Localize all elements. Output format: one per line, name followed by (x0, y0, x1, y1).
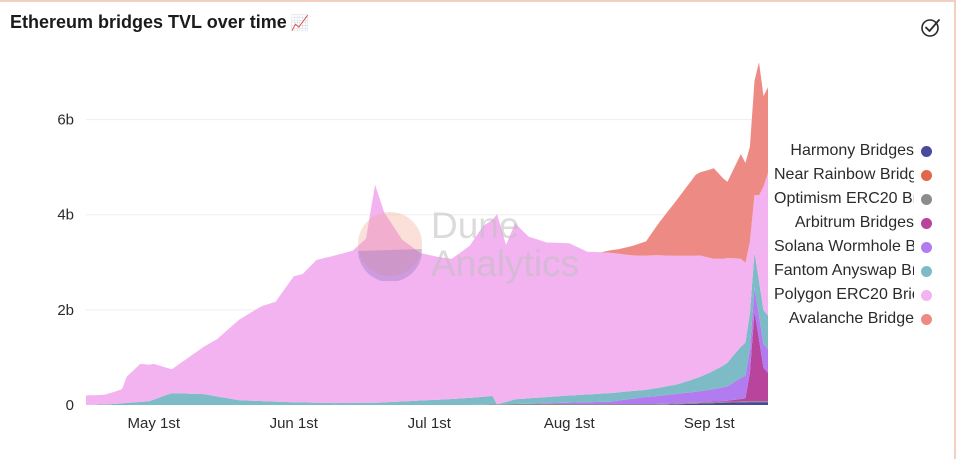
chart-up-emoji: 📈 (290, 15, 310, 32)
legend-label: Near Rainbow Bridge (774, 166, 914, 183)
chart-legend: Harmony Bridges Near Rainbow Bridge Opti… (770, 140, 938, 332)
legend-swatch (921, 218, 932, 229)
legend-item-avalanche[interactable]: Avalanche Bridge (770, 308, 938, 332)
legend-label: Optimism ERC20 Bridge (774, 190, 914, 207)
legend-item-solana[interactable]: Solana Wormhole Bridge (770, 236, 938, 260)
x-tick-label: Aug 1st (544, 415, 596, 432)
legend-label: Harmony Bridges (790, 142, 914, 159)
area-solana-wormhole-bridge (86, 287, 768, 405)
x-tick-label: May 1st (127, 415, 180, 432)
area-fantom-anyswap-bridge (86, 251, 768, 405)
legend-item-harmony[interactable]: Harmony Bridges (770, 140, 938, 164)
legend-item-near[interactable]: Near Rainbow Bridge (770, 164, 938, 188)
y-tick-label: 4b (57, 207, 74, 224)
area-polygon-erc20-bridge (86, 172, 768, 405)
area-series (86, 62, 768, 405)
y-tick-label: 2b (57, 302, 74, 319)
chart-title-text: Ethereum bridges TVL over time (10, 12, 287, 32)
legend-swatch (921, 314, 932, 325)
area-optimism-erc20-bridge (86, 401, 768, 405)
legend-item-optimism[interactable]: Optimism ERC20 Bridge (770, 188, 938, 212)
legend-swatch (921, 194, 932, 205)
legend-swatch (921, 290, 932, 301)
legend-item-fantom[interactable]: Fantom Anyswap Bridge (770, 260, 938, 284)
x-axis: May 1st Jun 1st Jul 1st Aug 1st Sep 1st (127, 415, 735, 432)
legend-label: Avalanche Bridge (788, 310, 914, 327)
check-circle-icon[interactable] (919, 15, 943, 39)
legend-swatch (921, 146, 932, 157)
y-tick-label: 6b (57, 112, 74, 129)
legend-label: Arbitrum Bridges (794, 214, 914, 231)
y-axis: 0 2b 4b 6b (57, 112, 74, 414)
legend-swatch (921, 266, 932, 277)
legend-swatch (921, 242, 932, 253)
chart-title: Ethereum bridges TVL over time 📈 (10, 12, 309, 33)
y-tick-label: 0 (66, 397, 74, 414)
x-tick-label: Jul 1st (408, 415, 452, 432)
area-harmony-bridges (86, 402, 768, 405)
legend-item-arbitrum[interactable]: Arbitrum Bridges (770, 212, 938, 236)
x-tick-label: Sep 1st (684, 415, 736, 432)
legend-label: Solana Wormhole Bridge (774, 238, 914, 255)
x-tick-label: Jun 1st (270, 415, 319, 432)
legend-label: Polygon ERC20 Bridge (774, 286, 914, 303)
legend-item-polygon[interactable]: Polygon ERC20 Bridge (770, 284, 938, 308)
legend-swatch (921, 170, 932, 181)
legend-label: Fantom Anyswap Bridge (774, 262, 914, 279)
